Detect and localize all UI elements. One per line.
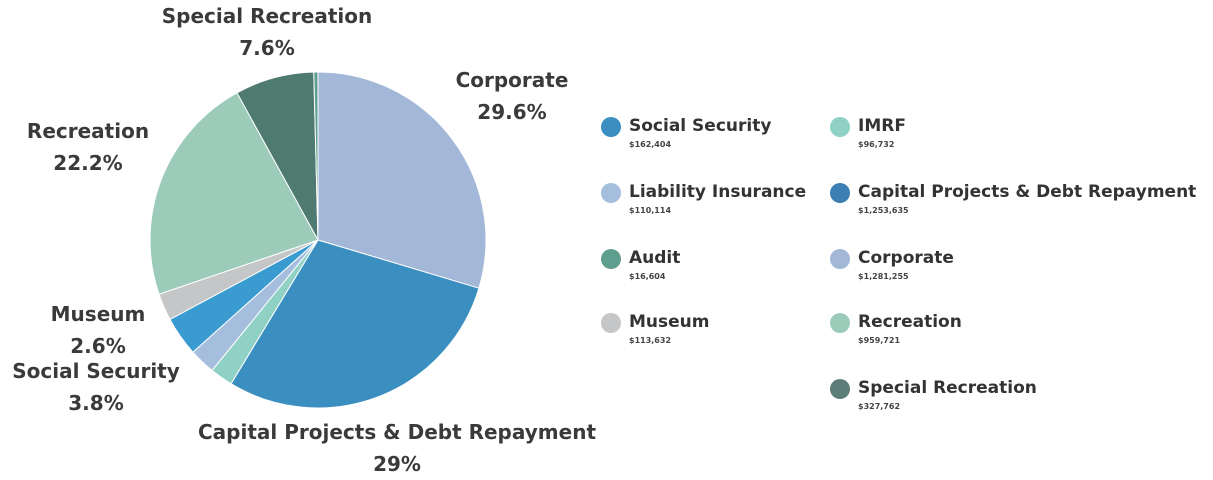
- legend-label: IMRF: [858, 113, 906, 139]
- legend-label: Recreation: [858, 309, 962, 335]
- slice-label-museum: Museum 2.6%: [51, 298, 146, 362]
- slice-label-name: Corporate: [456, 68, 569, 92]
- slice-label-name: Recreation: [27, 119, 149, 143]
- legend-value: $1,281,255: [858, 272, 909, 281]
- legend-swatch: [601, 183, 621, 203]
- legend-swatch: [601, 313, 621, 333]
- legend-label: Corporate: [858, 245, 954, 271]
- legend-label: Special Recreation: [858, 375, 1037, 401]
- legend-label: Capital Projects & Debt Repayment: [858, 179, 1196, 205]
- slice-label-corporate: Corporate 29.6%: [456, 64, 569, 128]
- legend-value: $959,721: [858, 336, 900, 345]
- legend-swatch: [830, 117, 850, 137]
- legend-value: $327,762: [858, 402, 900, 411]
- slice-label-percent: 3.8%: [12, 387, 180, 419]
- legend-label: Social Security: [629, 113, 771, 139]
- legend-value: $96,732: [858, 140, 894, 149]
- legend-swatch: [830, 249, 850, 269]
- legend-label: Audit: [629, 245, 680, 271]
- legend-value: $110,114: [629, 206, 671, 215]
- legend-value: $113,632: [629, 336, 671, 345]
- legend-swatch: [601, 249, 621, 269]
- slice-label-special-recreation: Special Recreation 7.6%: [162, 0, 372, 64]
- slice-label-name: Capital Projects & Debt Repayment: [198, 420, 596, 444]
- legend-swatch: [830, 313, 850, 333]
- slice-label-social-security: Social Security 3.8%: [12, 355, 180, 419]
- slice-label-percent: 2.6%: [51, 330, 146, 362]
- legend-swatch: [830, 183, 850, 203]
- slice-label-recreation: Recreation 22.2%: [27, 115, 149, 179]
- legend-value: $162,404: [629, 140, 671, 149]
- legend-swatch: [601, 117, 621, 137]
- slice-label-percent: 29%: [198, 448, 596, 480]
- slice-label-name: Special Recreation: [162, 4, 372, 28]
- legend-value: $1,253,635: [858, 206, 909, 215]
- slice-label-name: Museum: [51, 302, 146, 326]
- slice-label-percent: 22.2%: [27, 147, 149, 179]
- legend-swatch: [830, 379, 850, 399]
- slice-label-name: Social Security: [12, 359, 180, 383]
- legend-label: Museum: [629, 309, 709, 335]
- legend-label: Liability Insurance: [629, 179, 806, 205]
- slice-label-percent: 29.6%: [456, 96, 569, 128]
- slice-label-percent: 7.6%: [162, 32, 372, 64]
- slice-label-capital-projects-debt-repayment: Capital Projects & Debt Repayment 29%: [198, 416, 596, 480]
- legend-value: $16,604: [629, 272, 665, 281]
